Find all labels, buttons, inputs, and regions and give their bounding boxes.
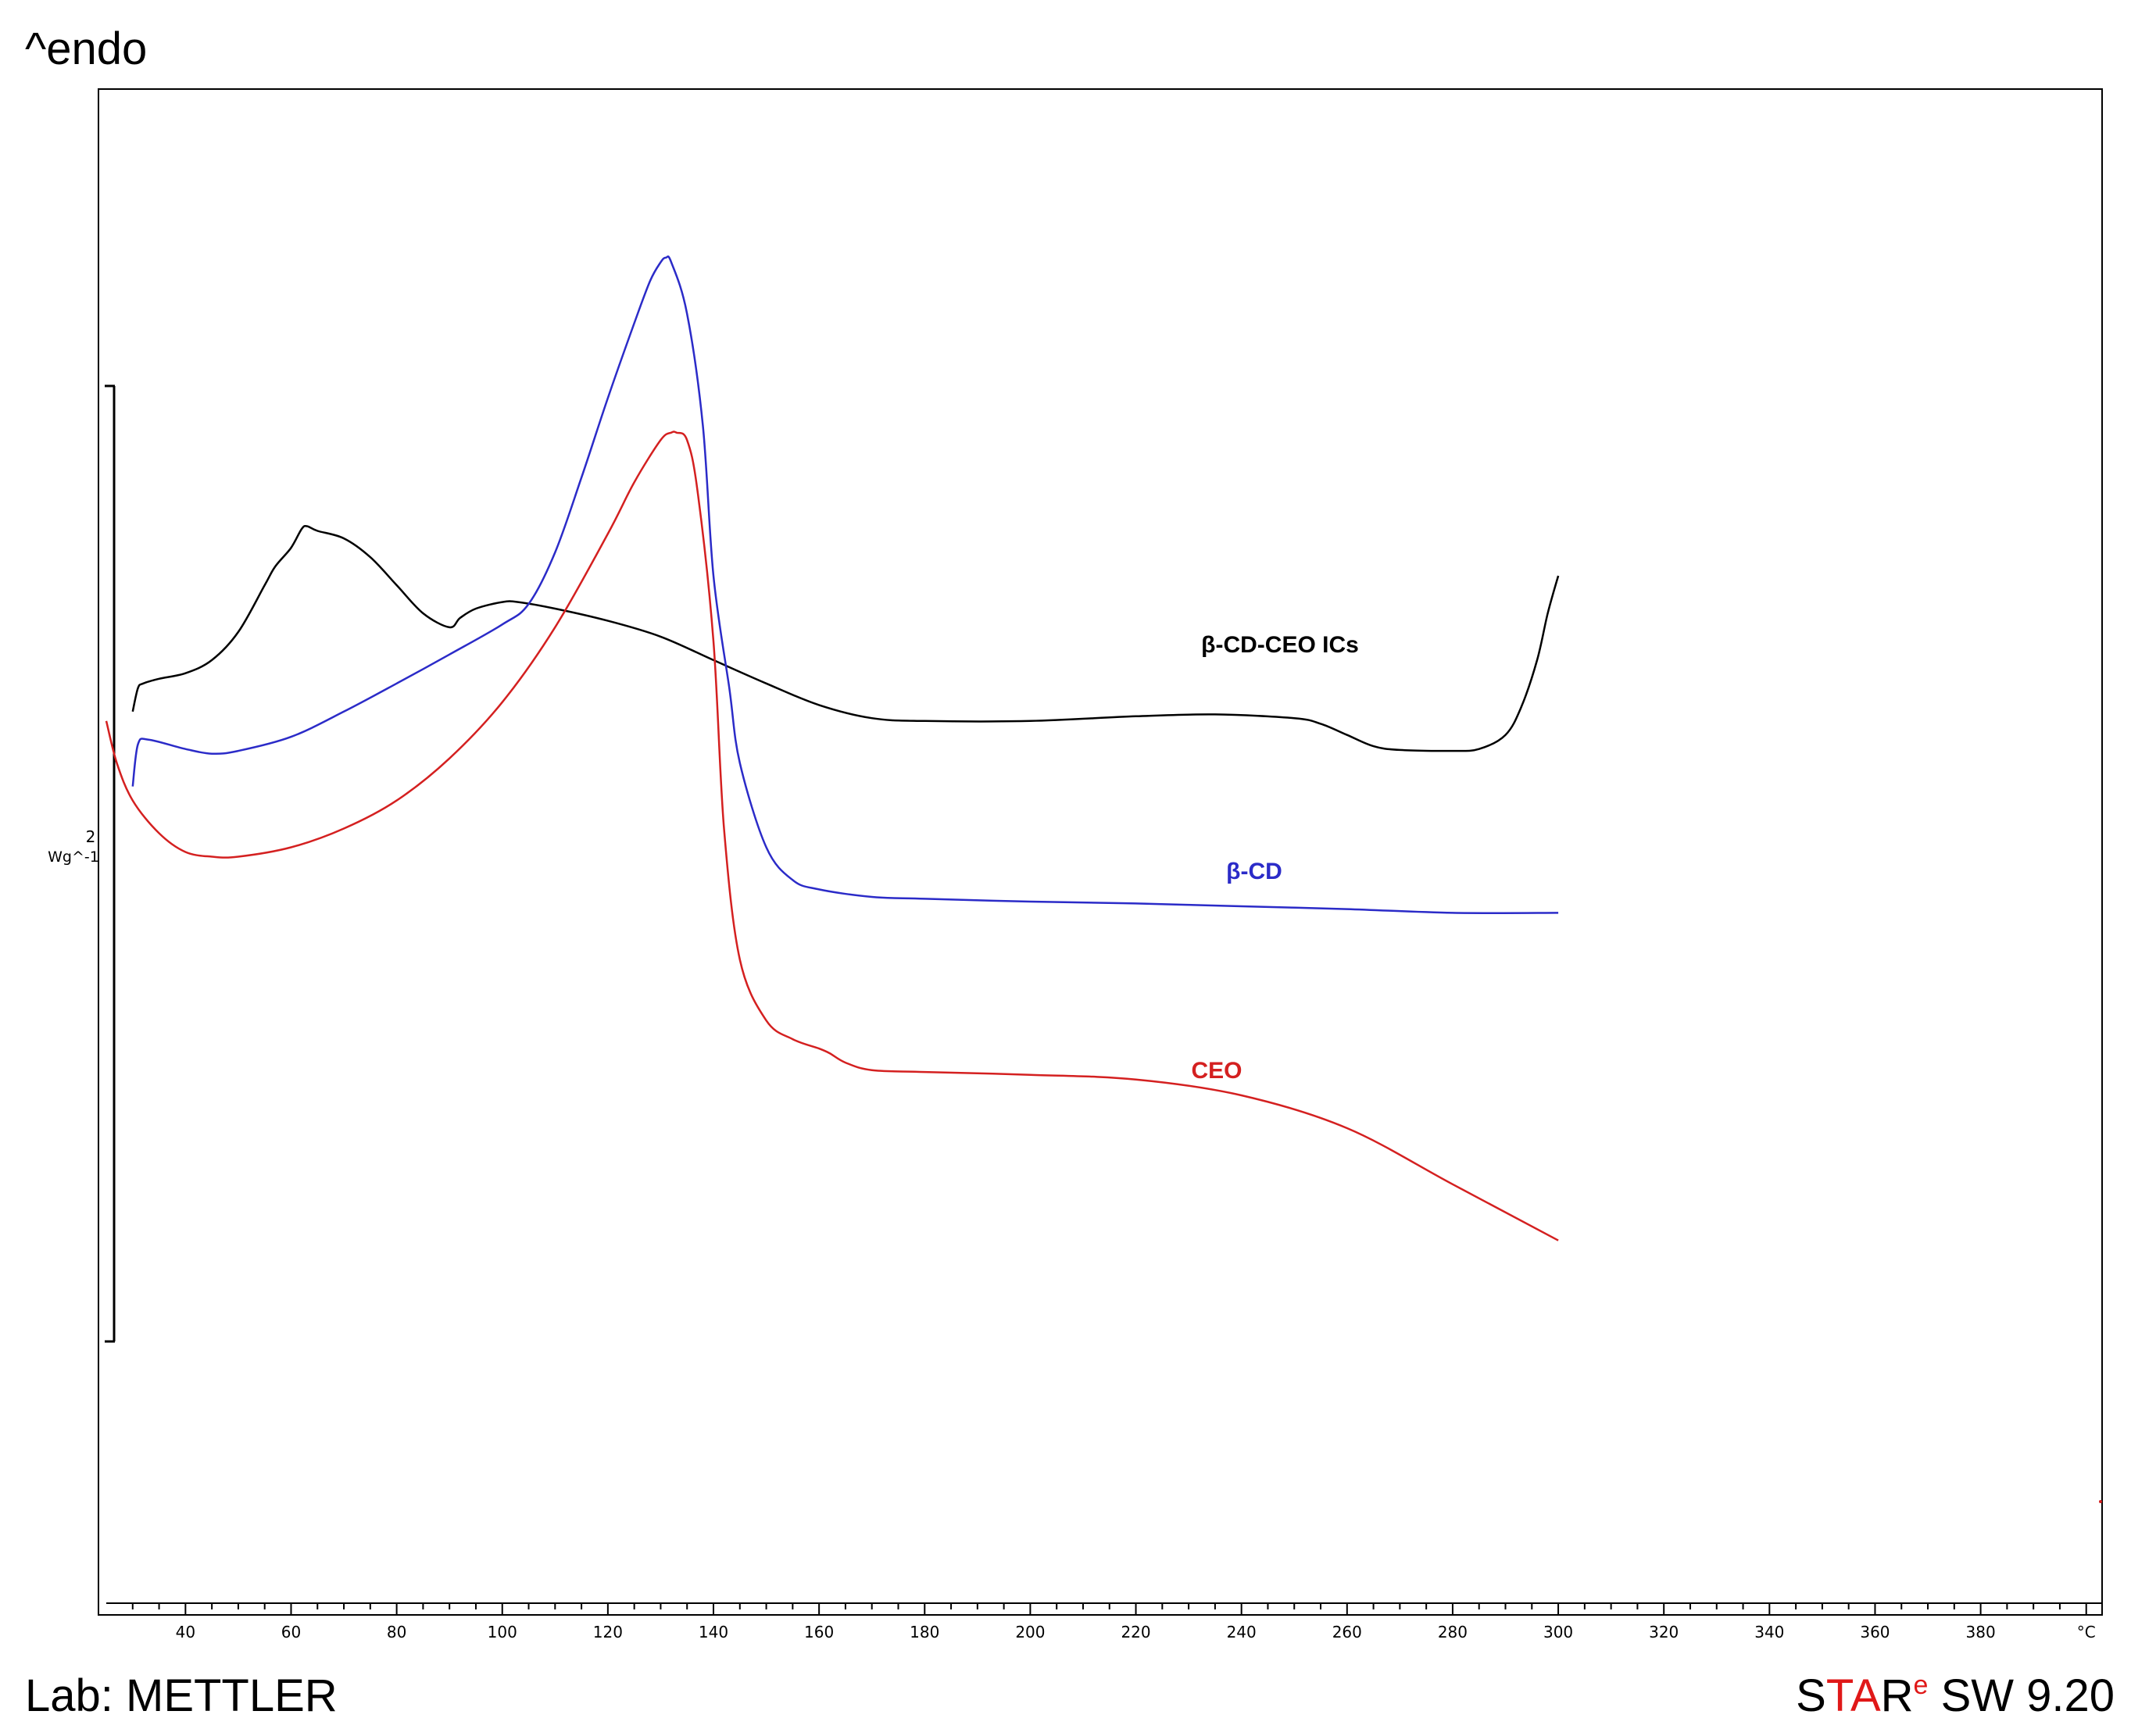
x-tick-label: 200: [1015, 1623, 1045, 1641]
x-tick-label: 80: [387, 1623, 406, 1641]
endo-label: ^endo: [25, 23, 147, 74]
x-tick-label: 340: [1754, 1623, 1784, 1641]
x-tick-label: 120: [593, 1623, 623, 1641]
series-layer: [105, 255, 1560, 1241]
lab-label: Lab: METTLER: [25, 1670, 338, 1721]
software-r: R: [1881, 1670, 1914, 1721]
plot-frame: [98, 88, 2103, 1616]
series-line-2: [105, 430, 1559, 1241]
y-scale-bar: 2 Wg^-1: [48, 384, 116, 1343]
software-version: SW 9.20: [1928, 1670, 2115, 1721]
x-tick-label: 140: [699, 1623, 728, 1641]
label-ceo: CEO: [1191, 1058, 1242, 1084]
x-tick-label: 360: [1860, 1623, 1890, 1641]
x-tick-label: 100: [488, 1623, 517, 1641]
x-tick-label: 60: [281, 1623, 301, 1641]
software-ta: TA: [1826, 1670, 1881, 1721]
software-s: S: [1796, 1670, 1826, 1721]
x-tick-label: 300: [1543, 1623, 1573, 1641]
x-tick-label: 320: [1649, 1623, 1679, 1641]
software-label: STARe SW 9.20: [1796, 1670, 2115, 1721]
x-axis: 40 60 80 100 120 140 160 180 200 220 240 260 280 300 3…: [106, 1602, 2102, 1641]
x-tick-label: 280: [1438, 1623, 1468, 1641]
x-tick-label: 220: [1121, 1623, 1150, 1641]
software-e: e: [1914, 1670, 1929, 1700]
x-tick-label: 180: [910, 1623, 939, 1641]
label-bcd-ceo-ics: β-CD-CEO ICs: [1201, 632, 1359, 658]
label-bcd: β-CD: [1226, 859, 1282, 884]
scale-bar-unit: Wg^-1: [48, 848, 99, 866]
x-tick-label: 380: [1966, 1623, 1996, 1641]
series-line-0: [131, 524, 1560, 752]
series-line-1: [131, 255, 1559, 915]
x-tick-label: 240: [1227, 1623, 1257, 1641]
x-tick-label: 260: [1332, 1623, 1362, 1641]
scale-bar-value: 2: [86, 827, 96, 846]
x-tick-label: 160: [804, 1623, 834, 1641]
x-tick-label: °C: [2077, 1623, 2096, 1641]
x-tick-label: 40: [176, 1623, 195, 1641]
marker-dot: [2099, 1500, 2102, 1503]
